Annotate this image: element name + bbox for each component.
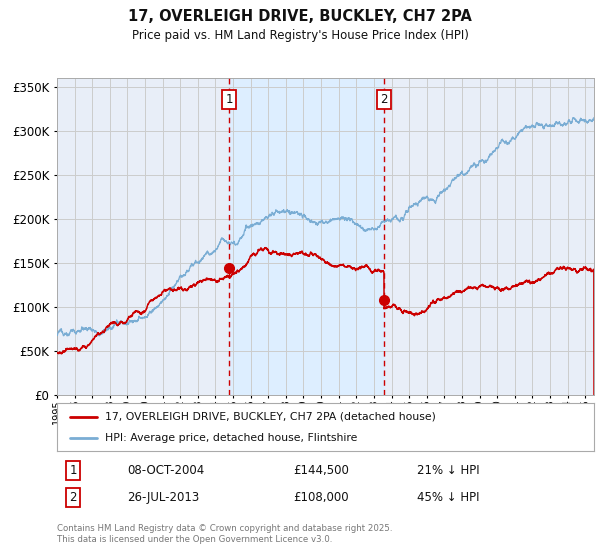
Text: 1: 1	[225, 92, 233, 106]
Text: £108,000: £108,000	[293, 491, 349, 504]
Text: 2: 2	[380, 92, 388, 106]
Text: 17, OVERLEIGH DRIVE, BUCKLEY, CH7 2PA (detached house): 17, OVERLEIGH DRIVE, BUCKLEY, CH7 2PA (d…	[106, 412, 436, 422]
Text: 21% ↓ HPI: 21% ↓ HPI	[417, 464, 479, 477]
Text: HPI: Average price, detached house, Flintshire: HPI: Average price, detached house, Flin…	[106, 433, 358, 444]
Text: 08-OCT-2004: 08-OCT-2004	[127, 464, 204, 477]
Text: 45% ↓ HPI: 45% ↓ HPI	[417, 491, 479, 504]
Text: Contains HM Land Registry data © Crown copyright and database right 2025.
This d: Contains HM Land Registry data © Crown c…	[57, 524, 392, 544]
Text: 26-JUL-2013: 26-JUL-2013	[127, 491, 199, 504]
Text: 2: 2	[70, 491, 77, 504]
Bar	[229, 78, 384, 395]
Text: £144,500: £144,500	[293, 464, 349, 477]
Text: Price paid vs. HM Land Registry's House Price Index (HPI): Price paid vs. HM Land Registry's House …	[131, 29, 469, 42]
Text: 1: 1	[70, 464, 77, 477]
Text: 17, OVERLEIGH DRIVE, BUCKLEY, CH7 2PA: 17, OVERLEIGH DRIVE, BUCKLEY, CH7 2PA	[128, 8, 472, 24]
